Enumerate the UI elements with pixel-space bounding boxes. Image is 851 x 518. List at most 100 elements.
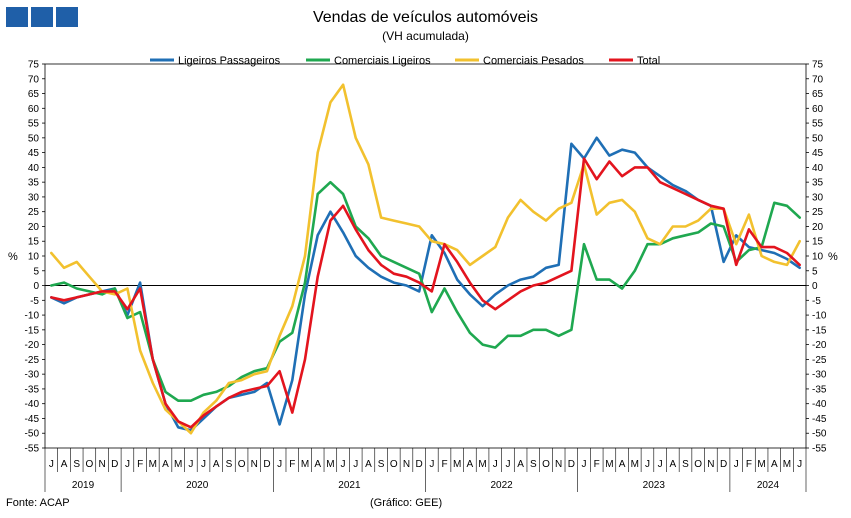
series-line-ligeiros-passageiros bbox=[49, 136, 802, 432]
x-month-label: M bbox=[757, 459, 765, 470]
x-month-label: J bbox=[49, 459, 54, 470]
y-tick-label-left: -15 bbox=[25, 325, 40, 336]
y-tick-label-left: -20 bbox=[25, 340, 40, 351]
y-tick-label-right: -10 bbox=[812, 311, 827, 322]
x-month-label: D bbox=[416, 459, 423, 470]
x-month-label: J bbox=[201, 459, 206, 470]
x-month-label: D bbox=[568, 459, 575, 470]
x-month-label: M bbox=[301, 459, 309, 470]
x-month-label: F bbox=[289, 459, 295, 470]
x-month-label: M bbox=[174, 459, 182, 470]
x-month-label: M bbox=[478, 459, 486, 470]
x-month-label: A bbox=[669, 459, 676, 470]
y-tick-label-left: 75 bbox=[28, 60, 40, 71]
x-month-label: F bbox=[441, 459, 447, 470]
x-month-label: J bbox=[493, 459, 498, 470]
y-tick-label-right: 35 bbox=[812, 178, 824, 189]
y-tick-label-right: -30 bbox=[812, 370, 827, 381]
y-tick-label-right: 65 bbox=[812, 89, 824, 100]
x-month-label: O bbox=[694, 459, 702, 470]
x-month-label: S bbox=[530, 459, 537, 470]
x-month-label: S bbox=[682, 459, 689, 470]
x-month-label: F bbox=[594, 459, 600, 470]
x-month-label: O bbox=[390, 459, 398, 470]
x-month-label: J bbox=[645, 459, 650, 470]
x-year-label: 2022 bbox=[490, 480, 513, 491]
legend-label: Ligeiros Passageiros bbox=[178, 55, 281, 67]
x-month-label: A bbox=[467, 459, 474, 470]
y-tick-label-left: 65 bbox=[28, 89, 40, 100]
x-month-label: J bbox=[188, 459, 193, 470]
y-tick-label-right: 60 bbox=[812, 104, 824, 115]
y-tick-label-right: -45 bbox=[812, 414, 827, 425]
y-tick-label-left: 35 bbox=[28, 178, 40, 189]
y-tick-label-right: 50 bbox=[812, 133, 824, 144]
x-month-label: J bbox=[277, 459, 282, 470]
y-tick-label-left: 20 bbox=[28, 222, 40, 233]
x-month-label: M bbox=[149, 459, 157, 470]
x-month-label: D bbox=[263, 459, 270, 470]
x-month-label: S bbox=[226, 459, 233, 470]
logo-block bbox=[6, 7, 28, 27]
y-tick-label-right: 40 bbox=[812, 163, 824, 174]
x-month-label: F bbox=[746, 459, 752, 470]
y-tick-label-left: -40 bbox=[25, 399, 40, 410]
x-month-label: M bbox=[326, 459, 334, 470]
x-year-label: 2023 bbox=[643, 480, 666, 491]
x-month-label: J bbox=[353, 459, 358, 470]
legend-label: Total bbox=[637, 55, 660, 67]
x-month-label: D bbox=[111, 459, 118, 470]
x-month-label: N bbox=[555, 459, 562, 470]
x-year-label: 2019 bbox=[72, 480, 95, 491]
x-month-label: J bbox=[797, 459, 802, 470]
y-tick-label-right: -35 bbox=[812, 384, 827, 395]
x-month-label: M bbox=[605, 459, 613, 470]
y-tick-label-left: -5 bbox=[30, 296, 39, 307]
y-tick-label-left: 25 bbox=[28, 207, 40, 218]
y-tick-label-left: 15 bbox=[28, 237, 40, 248]
y-tick-label-left: 30 bbox=[28, 192, 40, 203]
x-month-label: M bbox=[631, 459, 639, 470]
y-tick-label-right: -5 bbox=[812, 296, 821, 307]
x-month-label: M bbox=[783, 459, 791, 470]
credit-note: (Gráfico: GEE) bbox=[370, 497, 443, 509]
source-note: Fonte: ACAP bbox=[6, 497, 70, 509]
y-tick-label-right: 5 bbox=[812, 266, 818, 277]
y-tick-label-right: -55 bbox=[812, 444, 827, 455]
y-tick-label-right: 20 bbox=[812, 222, 824, 233]
y-tick-label-left: -30 bbox=[25, 370, 40, 381]
chart-legend: Ligeiros Passageiros Comerciais Ligeiros C… bbox=[150, 55, 660, 67]
x-month-label: A bbox=[61, 459, 68, 470]
y-tick-label-left: 40 bbox=[28, 163, 40, 174]
y-tick-label-left: -35 bbox=[25, 384, 40, 395]
legend-label: Comerciais Ligeiros bbox=[334, 55, 431, 67]
y-tick-label-right: -40 bbox=[812, 399, 827, 410]
y-tick-label-right: 45 bbox=[812, 148, 824, 159]
series-lines bbox=[49, 83, 802, 435]
y-tick-label-right: 30 bbox=[812, 192, 824, 203]
y-tick-label-left: 10 bbox=[28, 252, 40, 263]
x-month-label: N bbox=[98, 459, 105, 470]
y-tick-label-right: 55 bbox=[812, 119, 824, 130]
x-month-label: J bbox=[429, 459, 434, 470]
x-month-label: N bbox=[403, 459, 410, 470]
logo-block bbox=[31, 7, 53, 27]
x-month-label: J bbox=[505, 459, 510, 470]
x-month-label: N bbox=[251, 459, 258, 470]
y-axis-label-left: % bbox=[8, 251, 18, 263]
x-month-label: J bbox=[582, 459, 587, 470]
x-month-label: O bbox=[542, 459, 550, 470]
y-tick-label-right: -50 bbox=[812, 429, 827, 440]
x-month-label: D bbox=[720, 459, 727, 470]
y-tick-label-right: -20 bbox=[812, 340, 827, 351]
x-year-label: 2024 bbox=[757, 480, 780, 491]
y-tick-label-left: -10 bbox=[25, 311, 40, 322]
x-month-label: A bbox=[365, 459, 372, 470]
series-line-total bbox=[49, 157, 802, 429]
x-year-label: 2021 bbox=[338, 480, 361, 491]
chart-title: Vendas de veículos automóveis bbox=[312, 9, 539, 26]
x-month-label: J bbox=[658, 459, 663, 470]
x-month-label: S bbox=[378, 459, 385, 470]
